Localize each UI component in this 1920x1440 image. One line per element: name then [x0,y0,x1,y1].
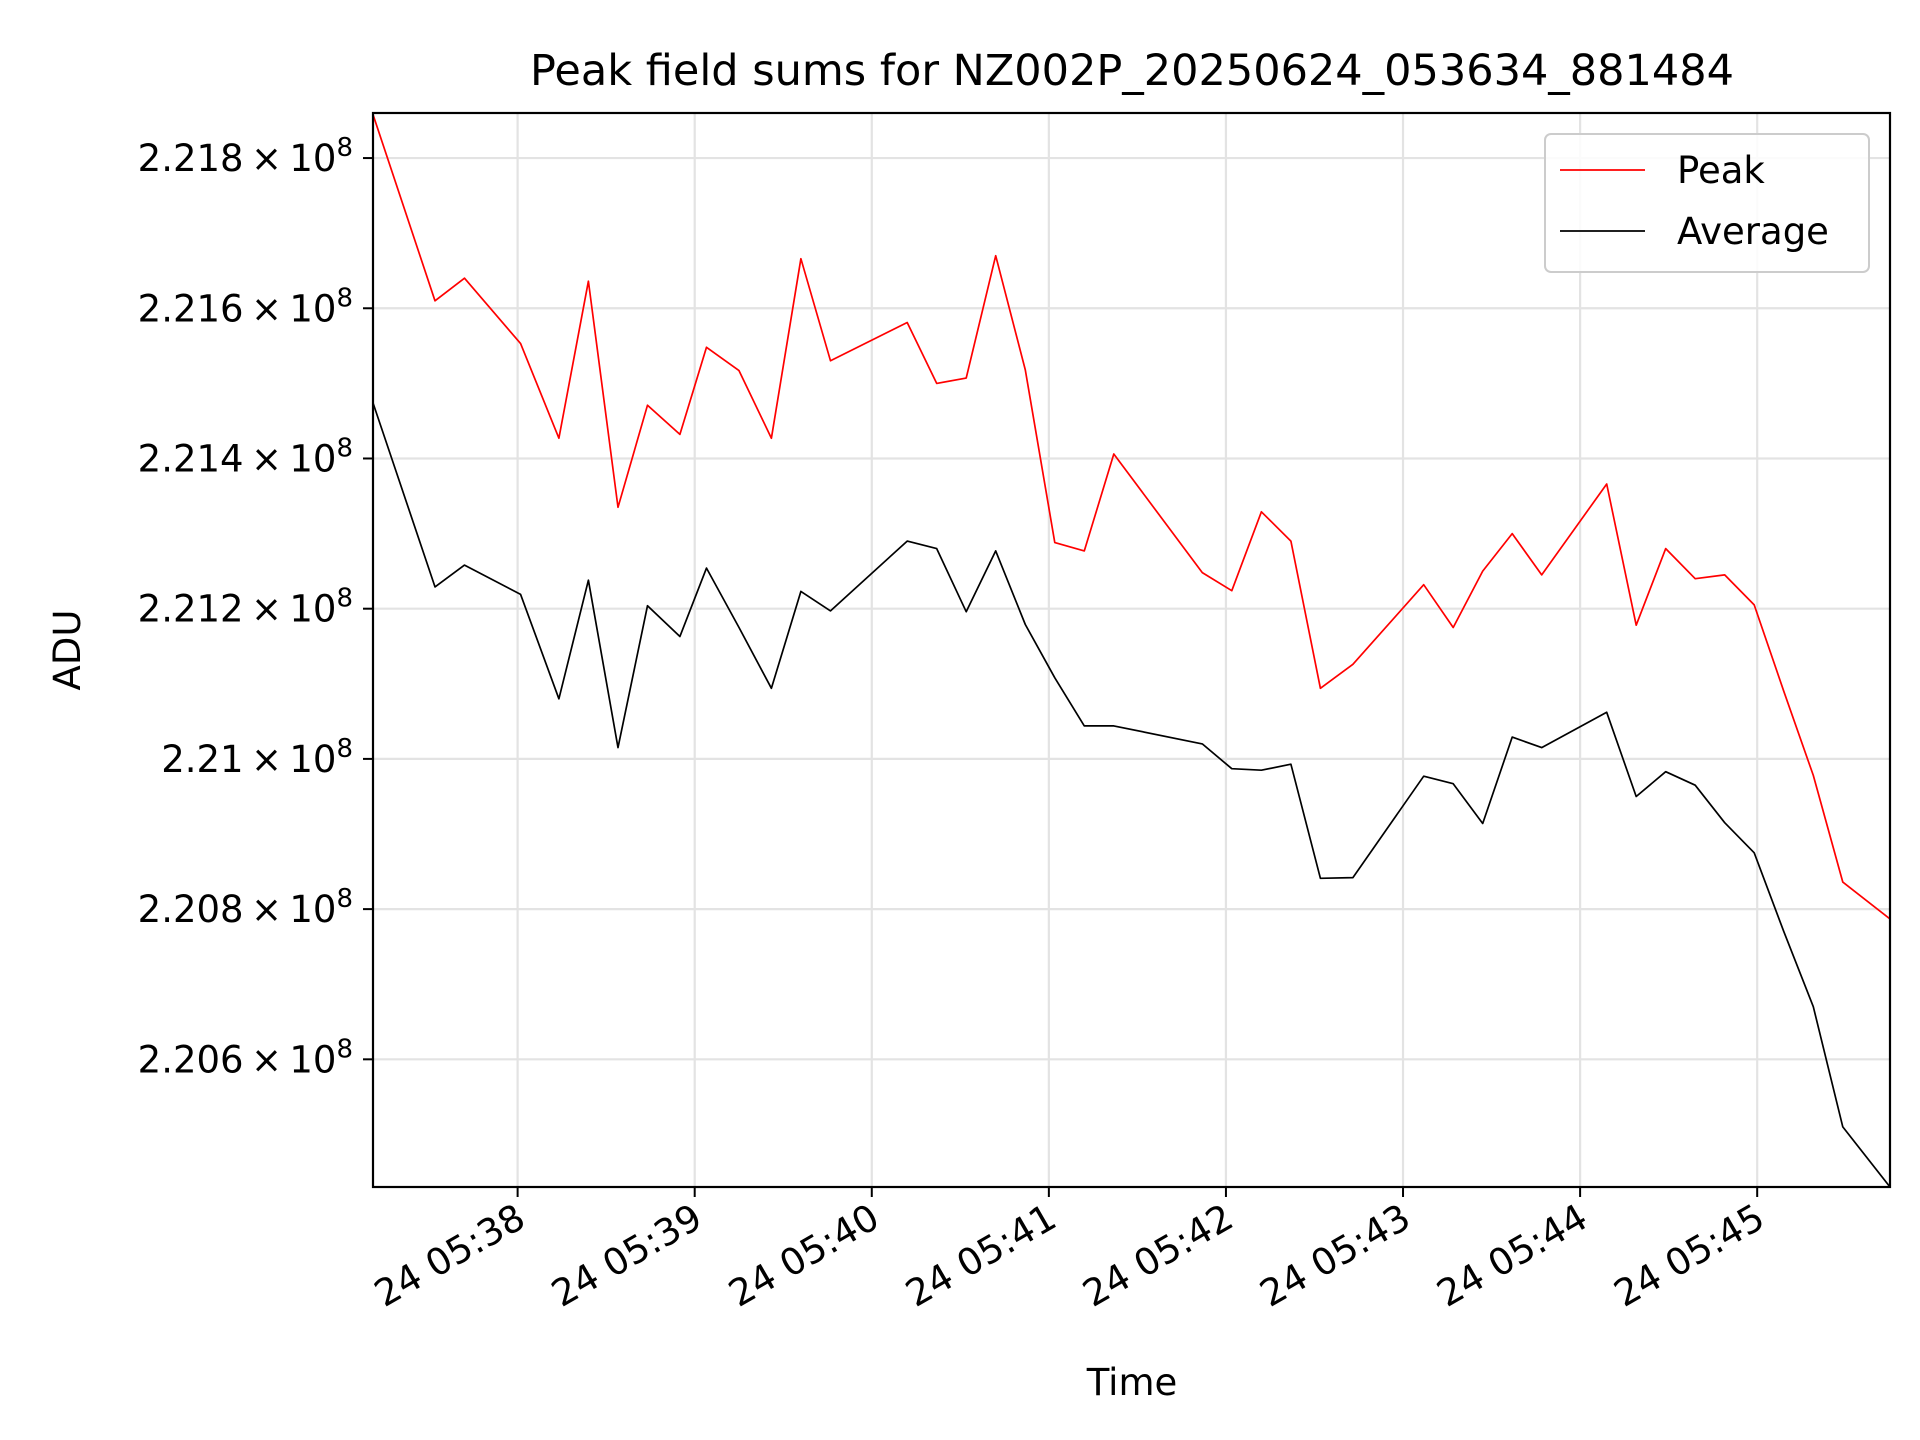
legend: Peak Average [1544,133,1870,273]
legend-label-average: Average [1677,210,1829,253]
legend-box [1544,133,1870,273]
y-axis-label: ADU [46,610,89,691]
y-tick-label: 2.208 × 108 [138,884,353,931]
grid [373,113,1890,1187]
plot-frame [371,111,1892,1189]
y-tick-label: 2.214 × 108 [138,433,353,480]
plot-lines [373,114,1890,1187]
series-line-average [373,402,1890,1187]
y-tick-label: 2.212 × 108 [138,584,353,631]
y-tick-label: 2.218 × 108 [138,133,353,180]
x-axis-label: Time [1086,1361,1178,1404]
y-axis: 2.218 × 108 2.216 × 108 2.214 × 108 2.212 ×… [138,133,373,1081]
series-line-peak [373,114,1890,920]
y-tick-label: 2.21 × 108 [161,734,353,781]
y-tick-label: 2.216 × 108 [138,283,353,330]
legend-label-peak: Peak [1677,149,1765,192]
chart-title: Peak field sums for NZ002P_20250624_0536… [530,46,1734,96]
y-tick-label: 2.206 × 108 [138,1034,353,1081]
